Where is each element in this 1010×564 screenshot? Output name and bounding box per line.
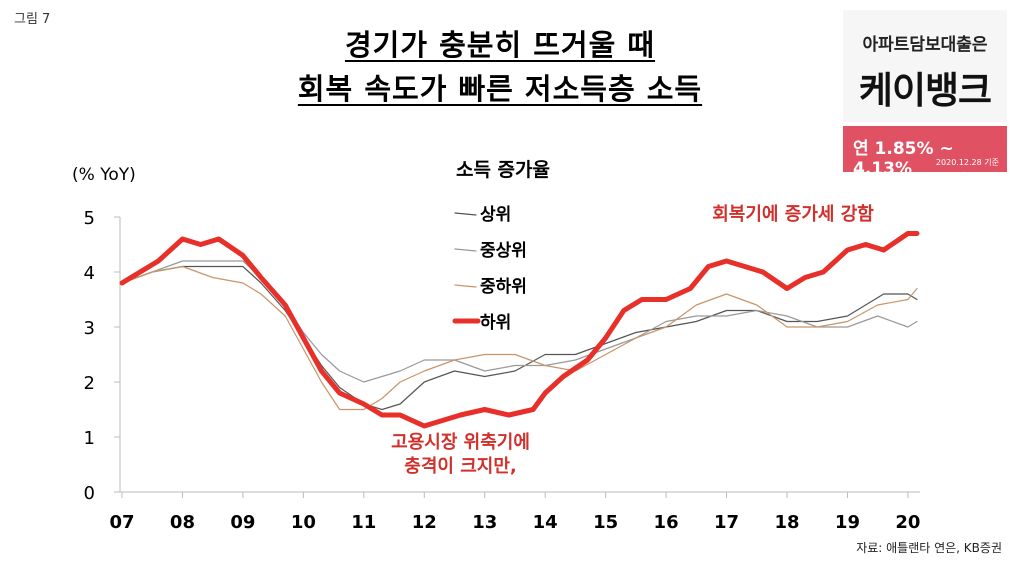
y-tick-label: 2 xyxy=(84,373,95,394)
legend-label-3: 중하위 xyxy=(480,277,527,297)
x-tick-label: 17 xyxy=(714,512,739,533)
x-tick-label: 09 xyxy=(230,512,255,533)
y-tick-label: 3 xyxy=(84,318,95,339)
x-tick-label: 11 xyxy=(351,512,376,533)
legend-swatch-2 xyxy=(454,248,477,252)
ad-banner[interactable]: 아파트담보대출은 케이뱅크 xyxy=(843,10,1007,122)
legend-label-2: 중상위 xyxy=(480,241,527,261)
ad-rate: 연 1.85% ~ 4.13% xyxy=(853,139,954,179)
x-tick-label: 18 xyxy=(774,512,799,533)
figure-label: 그림 7 xyxy=(14,12,51,27)
y-tick-label: 0 xyxy=(84,483,95,504)
x-tick-label: 15 xyxy=(593,512,618,533)
ad-brand-logo: 케이뱅크 xyxy=(858,69,992,112)
legend-swatch-3 xyxy=(454,284,477,288)
x-tick-label: 08 xyxy=(170,512,195,533)
y-tick-label: 5 xyxy=(84,208,95,229)
ad-rate-badge[interactable]: 연 1.85% ~ 4.13% 2020.12.28 기준 xyxy=(843,126,1007,179)
legend-label-4: 하위 xyxy=(480,313,511,333)
chart-title: 소득 증가율 xyxy=(456,159,550,181)
annotation-2-line-1: 고용시장 위축기에 xyxy=(391,432,530,453)
y-tick-label: 1 xyxy=(84,428,95,449)
series-line-3 xyxy=(121,265,918,411)
x-tick-label: 13 xyxy=(472,512,497,533)
x-tick-label: 10 xyxy=(291,512,316,533)
page-title-line2: 회복 속도가 빠른 저소득층 소득 xyxy=(297,72,703,106)
y-axis-label: (% YoY) xyxy=(72,165,136,185)
annotation-1-line-1: 회복기에 증가세 강함 xyxy=(712,203,874,225)
ad-subtitle: 아파트담보대출은 xyxy=(862,35,988,55)
legend-label-1: 상위 xyxy=(480,205,511,225)
x-tick-label: 12 xyxy=(412,512,437,533)
legend-swatch-1 xyxy=(454,212,477,216)
x-tick-label: 14 xyxy=(533,512,558,533)
x-tick-label: 07 xyxy=(109,512,134,533)
series-line-1 xyxy=(121,265,918,411)
series-line-4 xyxy=(119,231,920,429)
page-title-line1: 경기가 충분히 뜨거울 때 xyxy=(344,28,656,62)
x-tick-label: 20 xyxy=(895,512,920,533)
x-tick-label: 16 xyxy=(654,512,679,533)
x-tick-label: 19 xyxy=(835,512,860,533)
y-tick-label: 4 xyxy=(84,263,95,284)
source-note: 자료: 애틀랜타 연은, KB증권 xyxy=(856,541,1002,555)
annotation-2-line-2: 충격이 크지만, xyxy=(404,456,516,477)
ad-rate-date: 2020.12.28 기준 xyxy=(935,158,999,167)
